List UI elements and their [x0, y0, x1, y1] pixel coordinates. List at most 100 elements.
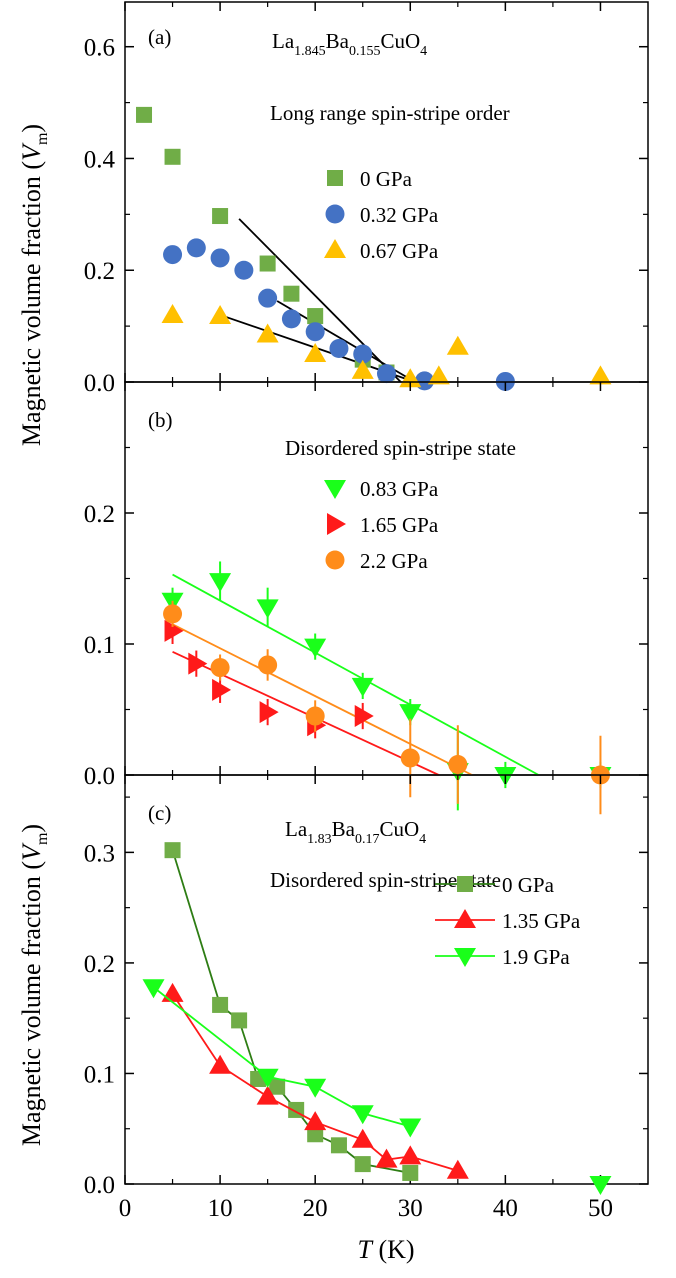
data-point [136, 106, 153, 123]
panel-label: (b) [148, 408, 173, 432]
data-point [212, 678, 232, 701]
data-point [354, 705, 374, 728]
data-point [400, 748, 420, 768]
legend: 0.83 GPa 1.65 GPa 2.2 GPa [324, 477, 439, 573]
data-point [163, 245, 183, 265]
legend-marker [454, 948, 476, 967]
series-2-2-gpa [163, 600, 610, 815]
series-extra [589, 1176, 612, 1195]
x-tick-label: 30 [398, 1195, 423, 1222]
series-1-9-gpa [142, 979, 422, 1138]
data-point [283, 285, 300, 302]
data-point [209, 1054, 232, 1074]
data-point [589, 365, 612, 385]
data-point [258, 655, 278, 675]
formula-element: Ba [326, 29, 350, 53]
y-axis-title-symbol: V [17, 142, 46, 161]
data-point [256, 1068, 279, 1088]
formula-subscript: 4 [419, 832, 426, 847]
legend-marker [325, 550, 345, 570]
x-tick-label: 0 [119, 1195, 132, 1222]
y-axis-title: Magnetic volume fraction (Vm) [17, 824, 51, 1146]
legend-label: 0 GPa [360, 167, 413, 191]
data-point [212, 996, 229, 1013]
data-point [304, 1078, 327, 1098]
data-point [209, 305, 232, 325]
data-point [231, 1012, 248, 1029]
data-point [259, 255, 276, 272]
legend-label: 0.32 GPa [360, 203, 439, 227]
data-point [142, 979, 165, 999]
formula-subscript: 0.155 [349, 44, 381, 59]
legend-label: 1.65 GPa [360, 513, 439, 537]
data-point [209, 573, 232, 593]
plot-frame [124, 1, 649, 383]
y-tick-label: 0.4 [84, 146, 116, 173]
legend-marker [327, 513, 346, 535]
data-point [351, 677, 374, 697]
x-axis-title-unit: (K) [372, 1235, 415, 1264]
data-point [210, 658, 230, 678]
fit-line [172, 573, 540, 776]
data-point [446, 335, 469, 355]
series-0-83-gpa [161, 561, 612, 811]
data-point [446, 1159, 469, 1179]
legend-marker [324, 239, 346, 258]
data-point [164, 842, 181, 859]
fit-line [172, 623, 473, 776]
chemical-formula: La1.845Ba0.155CuO4 [272, 29, 427, 59]
formula-element: CuO [380, 29, 420, 53]
data-point [589, 1176, 612, 1195]
data-point [305, 706, 325, 726]
data-point [163, 604, 183, 624]
data-point [351, 1105, 374, 1125]
y-tick-label: 0.0 [84, 370, 115, 397]
data-point [377, 364, 396, 384]
y-tick-label: 0.2 [84, 501, 115, 528]
y-axis-title-subscript: m [34, 132, 51, 145]
legend: 0 GPa 1.35 GPa 1.9 GPa [435, 873, 581, 969]
y-tick-label: 0.0 [84, 1172, 115, 1199]
legend-marker [325, 204, 345, 224]
data-point [256, 1085, 279, 1105]
x-tick-label: 10 [208, 1195, 233, 1222]
legend: 0 GPa 0.32 GPa 0.67 GPa [324, 167, 439, 263]
data-point [186, 238, 206, 258]
data-point [188, 652, 208, 675]
fit-line [238, 218, 402, 383]
formula-element: La [285, 817, 308, 841]
data-point [256, 323, 279, 343]
panel-label: (a) [148, 25, 171, 49]
data-point [329, 338, 349, 358]
data-point [399, 704, 422, 724]
data-point [281, 309, 301, 329]
y-tick-label: 0.6 [84, 35, 115, 62]
data-point [258, 288, 278, 308]
y-tick-label: 0.1 [84, 1061, 115, 1088]
data-point [161, 982, 184, 1002]
formula-subscript: 1.83 [307, 832, 332, 847]
data-point [269, 1078, 286, 1095]
legend-label: 0.83 GPa [360, 477, 439, 501]
data-point [161, 303, 184, 323]
data-point [354, 1156, 371, 1173]
data-point [164, 148, 181, 165]
panel-b: 0.0 0.1 0.2 (b) Disordered spin-stripe state… [84, 381, 649, 815]
panel-a: 0.0 0.2 0.4 0.6 (a) La1.845Ba0.155CuO4 Long ra… [17, 1, 649, 446]
data-point [351, 1128, 374, 1148]
data-point [353, 344, 373, 364]
x-axis-title: T (K) [357, 1235, 414, 1264]
series-0-gpa [164, 842, 419, 1181]
y-axis-title-text: Magnetic volume fraction ( [17, 861, 46, 1146]
y-axis-title-text: Magnetic volume fraction ( [17, 161, 46, 446]
panel-subtitle: Long range spin-stripe order [270, 101, 510, 125]
legend-label: 2.2 GPa [360, 549, 428, 573]
chemical-formula: La1.83Ba0.17CuO4 [285, 817, 426, 847]
data-point [304, 638, 327, 658]
data-point [259, 701, 279, 724]
legend-label: 0 GPa [502, 873, 555, 897]
data-point [234, 260, 254, 280]
data-point [210, 248, 230, 268]
y-axis-title-subscript: m [34, 832, 51, 845]
